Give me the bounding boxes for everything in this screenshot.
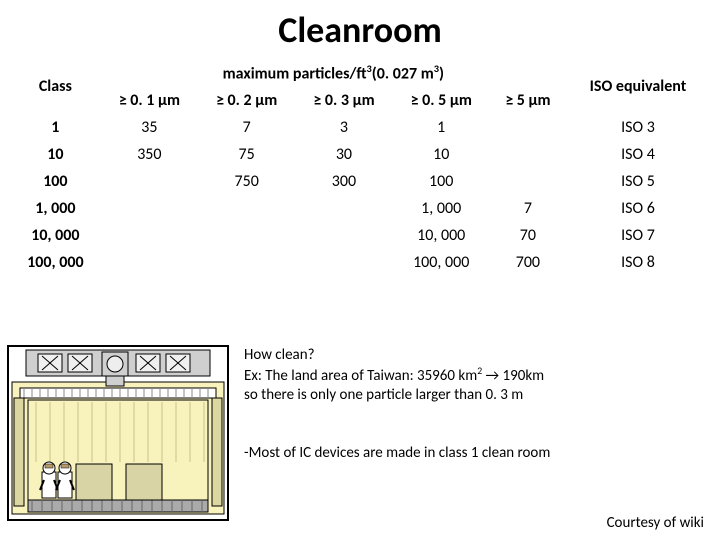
cell-value: [490, 141, 566, 168]
cell-value: 750: [198, 168, 295, 195]
credit-text: Courtesy of wiki: [607, 514, 704, 532]
table-row: 135731ISO 3: [10, 114, 710, 141]
page-title: Cleanroom: [0, 0, 720, 58]
cell-value: 70: [490, 222, 566, 249]
table-row: 1, 0001, 0007ISO 6: [10, 195, 710, 222]
cell-value: [101, 222, 198, 249]
cell-value: [198, 222, 295, 249]
cell-iso: ISO 3: [566, 114, 710, 141]
cell-value: [295, 222, 392, 249]
note-line-1: How clean?: [244, 346, 714, 365]
cell-value: [101, 195, 198, 222]
cell-iso: ISO 7: [566, 222, 710, 249]
sub-1: ≥ 0. 2 µm: [198, 87, 295, 114]
cell-value: 7: [490, 195, 566, 222]
sub-4: ≥ 5 µm: [490, 87, 566, 114]
cell-value: 30: [295, 141, 392, 168]
cell-value: 3: [295, 114, 392, 141]
note-line-4: -Most of IC devices are made in class 1 …: [244, 444, 714, 463]
cell-value: 10, 000: [393, 222, 490, 249]
col-class: Class: [10, 58, 101, 114]
sub-3: ≥ 0. 5 µm: [393, 87, 490, 114]
cell-value: 75: [198, 141, 295, 168]
cell-iso: ISO 4: [566, 141, 710, 168]
cleanroom-table: Class maximum particles/ft3(0. 027 m3) I…: [10, 58, 710, 276]
cell-class: 10, 000: [10, 222, 101, 249]
table-row: 100, 000100, 000700ISO 8: [10, 249, 710, 276]
cell-value: 700: [490, 249, 566, 276]
cleanroom-diagram: [6, 344, 230, 522]
cell-value: [101, 249, 198, 276]
cell-value: 35: [101, 114, 198, 141]
table-row: 10, 00010, 00070ISO 7: [10, 222, 710, 249]
cell-value: 350: [101, 141, 198, 168]
cell-value: [198, 249, 295, 276]
cell-value: 1, 000: [393, 195, 490, 222]
note-line-3: so there is only one particle larger tha…: [244, 386, 714, 405]
table-row: 100750300100ISO 5: [10, 168, 710, 195]
col-particles-group: maximum particles/ft3(0. 027 m3): [101, 58, 566, 87]
cell-value: 100: [393, 168, 490, 195]
cell-iso: ISO 8: [566, 249, 710, 276]
table-row: 10350753010ISO 4: [10, 141, 710, 168]
cell-value: [490, 114, 566, 141]
cell-class: 100, 000: [10, 249, 101, 276]
cell-class: 100: [10, 168, 101, 195]
cell-value: 1: [393, 114, 490, 141]
sub-0: ≥ 0. 1 µm: [101, 87, 198, 114]
cell-iso: ISO 5: [566, 168, 710, 195]
cell-value: [295, 249, 392, 276]
cell-value: [198, 195, 295, 222]
cell-value: 7: [198, 114, 295, 141]
cell-value: [490, 168, 566, 195]
note-line-2: Ex: The land area of Taiwan: 35960 km2 →…: [244, 365, 714, 386]
cell-value: 10: [393, 141, 490, 168]
cell-class: 10: [10, 141, 101, 168]
cell-class: 1: [10, 114, 101, 141]
col-iso: ISO equivalent: [566, 58, 710, 114]
cell-value: [295, 195, 392, 222]
cell-class: 1, 000: [10, 195, 101, 222]
cell-value: [101, 168, 198, 195]
sub-2: ≥ 0. 3 µm: [295, 87, 392, 114]
cell-value: 100, 000: [393, 249, 490, 276]
cell-value: 300: [295, 168, 392, 195]
notes-block: How clean? Ex: The land area of Taiwan: …: [244, 346, 714, 463]
cell-iso: ISO 6: [566, 195, 710, 222]
